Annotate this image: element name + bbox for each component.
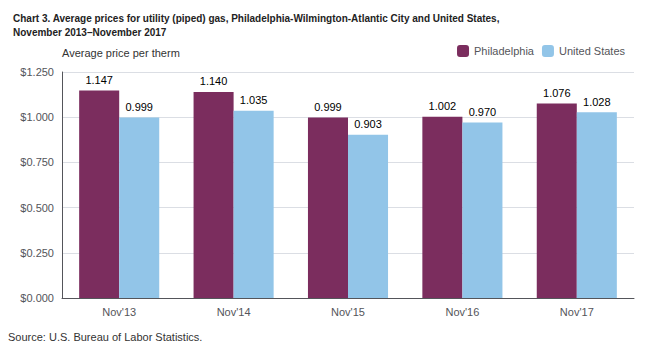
svg-text:Nov'16: Nov'16: [445, 306, 479, 318]
svg-text:0.903: 0.903: [354, 118, 382, 130]
svg-text:1.002: 1.002: [429, 100, 457, 112]
svg-text:1.035: 1.035: [240, 94, 268, 106]
svg-text:0.970: 0.970: [469, 106, 497, 118]
svg-text:$1.250: $1.250: [20, 66, 54, 78]
svg-text:$0.000: $0.000: [20, 292, 54, 304]
svg-text:$0.500: $0.500: [20, 202, 54, 214]
svg-text:1.028: 1.028: [583, 96, 611, 108]
svg-text:1.076: 1.076: [543, 87, 571, 99]
svg-text:1.140: 1.140: [200, 75, 228, 87]
svg-text:$0.250: $0.250: [20, 247, 54, 259]
svg-text:0.999: 0.999: [125, 101, 153, 113]
svg-text:$1.000: $1.000: [20, 111, 54, 123]
svg-text:United States: United States: [559, 45, 626, 57]
svg-text:Chart 3. Average prices for ut: Chart 3. Average prices for utility (pip…: [13, 13, 500, 24]
svg-text:Nov'17: Nov'17: [560, 306, 594, 318]
svg-text:Nov'13: Nov'13: [102, 306, 136, 318]
svg-text:$0.750: $0.750: [20, 156, 54, 168]
svg-text:Source: U.S. Bureau of Labor S: Source: U.S. Bureau of Labor Statistics.: [8, 331, 202, 343]
svg-text:Philadelphia: Philadelphia: [474, 45, 535, 57]
svg-text:Nov'14: Nov'14: [217, 306, 251, 318]
svg-text:Average price per therm: Average price per therm: [62, 47, 180, 59]
svg-text:1.147: 1.147: [85, 74, 113, 86]
svg-text:0.999: 0.999: [314, 101, 342, 113]
svg-text:Nov'15: Nov'15: [331, 306, 365, 318]
svg-text:November 2013–November 2017: November 2013–November 2017: [13, 27, 167, 38]
